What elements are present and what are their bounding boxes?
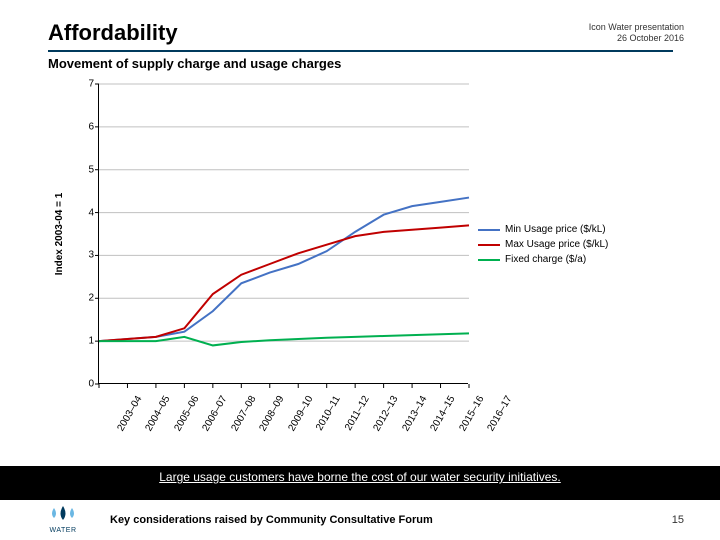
x-tick: 2015–16 [457, 394, 486, 433]
slide: Affordability Icon Water presentation 26… [0, 0, 720, 466]
logo-text: WATER [48, 527, 78, 534]
footer: WATER Key considerations raised by Commu… [0, 500, 720, 540]
page-number: 15 [672, 514, 684, 526]
meta-block: Icon Water presentation 26 October 2016 [589, 22, 684, 44]
legend-item: Min Usage price ($/kL) [478, 224, 608, 235]
chart-subtitle: Movement of supply charge and usage char… [48, 56, 341, 71]
x-tick: 2005–06 [172, 394, 201, 433]
meta-line1: Icon Water presentation [589, 22, 684, 33]
y-axis-label: Index 2003-04 = 1 [54, 193, 65, 276]
x-tick: 2009–10 [286, 394, 315, 433]
y-tick: 4 [78, 207, 94, 218]
x-tick: 2008–09 [258, 394, 287, 433]
water-drop-icon [48, 506, 78, 522]
y-tick: 3 [78, 250, 94, 261]
chart: Index 2003-04 = 1 01234567 2003–042004–0… [58, 84, 658, 456]
legend-label: Fixed charge ($/a) [505, 254, 586, 265]
legend-label: Min Usage price ($/kL) [505, 224, 606, 235]
y-tick: 5 [78, 164, 94, 175]
logo: WATER [48, 506, 78, 534]
x-tick: 2010–11 [314, 394, 343, 433]
banner-text: Large usage customers have borne the cos… [159, 470, 561, 484]
y-tick: 0 [78, 379, 94, 390]
divider [48, 50, 673, 52]
x-tick: 2003–04 [115, 394, 144, 433]
banner: Large usage customers have borne the cos… [0, 466, 720, 500]
legend-label: Max Usage price ($/kL) [505, 239, 608, 250]
y-tick: 7 [78, 79, 94, 90]
y-tick: 1 [78, 336, 94, 347]
y-tick: 6 [78, 121, 94, 132]
x-tick: 2011–12 [343, 394, 372, 433]
plot-area [98, 84, 468, 384]
legend-swatch [478, 229, 500, 231]
x-tick: 2013–14 [400, 394, 429, 433]
x-tick: 2014–15 [429, 394, 458, 433]
x-tick: 2006–07 [201, 394, 230, 433]
x-tick: 2016–17 [485, 394, 514, 433]
legend: Min Usage price ($/kL) Max Usage price ($… [478, 224, 608, 269]
legend-swatch [478, 244, 500, 246]
y-tick: 2 [78, 293, 94, 304]
x-tick: 2012–13 [372, 394, 401, 433]
legend-swatch [478, 259, 500, 261]
x-tick: 2007–08 [229, 394, 258, 433]
x-tick: 2004–05 [144, 394, 173, 433]
legend-item: Fixed charge ($/a) [478, 254, 608, 265]
meta-line2: 26 October 2016 [589, 33, 684, 44]
legend-item: Max Usage price ($/kL) [478, 239, 608, 250]
footer-caption: Key considerations raised by Community C… [110, 514, 433, 526]
page-title: Affordability [48, 20, 178, 46]
x-ticks: 2003–042004–052005–062006–072007–082008–… [98, 386, 468, 446]
